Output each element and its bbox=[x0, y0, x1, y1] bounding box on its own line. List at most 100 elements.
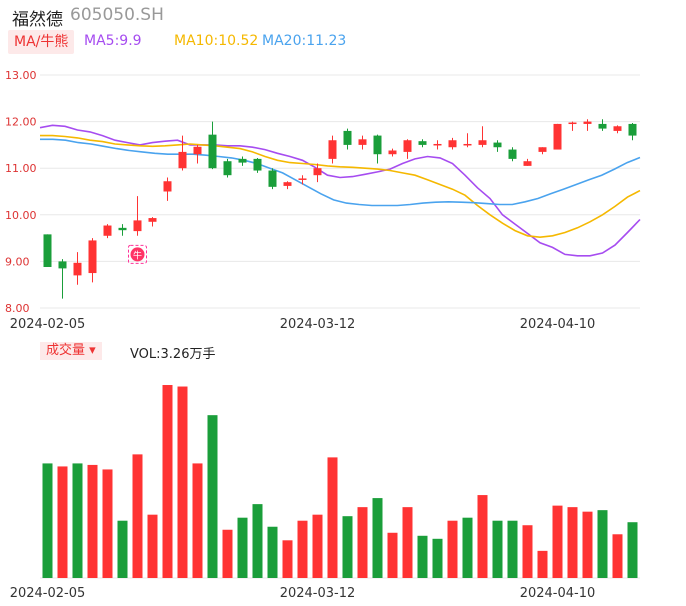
candle-body bbox=[133, 220, 142, 232]
candle-body bbox=[223, 161, 232, 176]
y-tick-label: 10.00 bbox=[5, 209, 37, 222]
volume-bar bbox=[612, 534, 623, 578]
volume-bar bbox=[57, 466, 68, 578]
candle-body bbox=[118, 227, 127, 231]
ma10-line bbox=[40, 134, 641, 239]
volume-bar bbox=[297, 520, 308, 578]
volume-bar bbox=[312, 514, 323, 578]
candle-body bbox=[283, 182, 292, 186]
volume-bar bbox=[267, 526, 278, 578]
volume-bar bbox=[582, 511, 593, 578]
volume-bar bbox=[222, 529, 233, 578]
candle-body bbox=[358, 139, 367, 145]
candle-body bbox=[448, 140, 457, 148]
volume-bar bbox=[162, 385, 173, 578]
volume-bar bbox=[432, 538, 443, 578]
candle-body bbox=[433, 143, 442, 146]
candle-body bbox=[583, 121, 592, 124]
stock-code: 605050.SH bbox=[70, 5, 164, 25]
candle-body bbox=[268, 170, 277, 187]
candle-body bbox=[418, 141, 427, 145]
y-tick-label: 11.00 bbox=[5, 162, 37, 175]
ma20-legend: MA20:11.23 bbox=[262, 33, 347, 49]
candle-body bbox=[253, 158, 262, 171]
volume-bar bbox=[537, 550, 548, 578]
volume-bar bbox=[372, 498, 383, 578]
candle-body bbox=[598, 123, 607, 129]
candle-body bbox=[58, 261, 67, 269]
candle-body bbox=[613, 126, 622, 131]
ma5-line bbox=[39, 124, 641, 257]
candle-body bbox=[208, 134, 217, 169]
candle-body bbox=[493, 142, 502, 148]
volume-bar bbox=[177, 386, 188, 578]
volume-bar bbox=[132, 454, 143, 578]
volume-bar bbox=[117, 520, 128, 578]
volume-x-label: 2024-04-10 bbox=[520, 586, 596, 601]
candle-body bbox=[148, 218, 157, 222]
volume-bar bbox=[462, 517, 473, 578]
candle-body bbox=[88, 240, 97, 274]
volume-bar bbox=[447, 520, 458, 578]
volume-bar bbox=[357, 507, 368, 578]
candle-body bbox=[103, 225, 112, 236]
volume-label: VOL:3.26万手 bbox=[130, 347, 216, 362]
candle-body bbox=[478, 140, 487, 145]
y-tick-label: 8.00 bbox=[5, 302, 30, 315]
candle-body bbox=[298, 178, 307, 180]
candle-body bbox=[388, 150, 397, 155]
volume-bar bbox=[552, 505, 563, 578]
candle-body bbox=[193, 146, 202, 155]
volume-bar bbox=[87, 464, 98, 578]
volume-bar bbox=[102, 469, 113, 578]
candle-body bbox=[373, 135, 382, 155]
volume-bar bbox=[192, 463, 203, 578]
bull-badge-icon bbox=[130, 247, 145, 262]
volume-bar bbox=[597, 510, 608, 578]
candle-body bbox=[73, 262, 82, 276]
volume-x-label: 2024-03-12 bbox=[280, 586, 356, 601]
candle-body bbox=[463, 143, 472, 146]
candle-body bbox=[343, 130, 352, 145]
candle-body bbox=[568, 122, 577, 125]
price-x-label: 2024-02-05 bbox=[10, 317, 86, 332]
candle-body bbox=[538, 147, 547, 152]
candle-body bbox=[328, 140, 337, 159]
stock-name: 福然德 bbox=[12, 10, 63, 30]
volume-bar bbox=[477, 495, 488, 578]
volume-bar bbox=[627, 522, 638, 578]
volume-bar bbox=[567, 507, 578, 578]
price-x-label: 2024-04-10 bbox=[520, 317, 596, 332]
candle-body bbox=[403, 140, 412, 152]
volume-bar bbox=[252, 504, 263, 578]
volume-bar bbox=[147, 514, 158, 578]
volume-bar bbox=[327, 457, 338, 578]
candle-body bbox=[508, 149, 517, 159]
candle-body bbox=[238, 158, 247, 163]
volume-x-label: 2024-02-05 bbox=[10, 586, 86, 601]
y-tick-label: 9.00 bbox=[5, 255, 30, 268]
ma5-legend: MA5:9.9 bbox=[84, 33, 142, 49]
y-tick-label: 13.00 bbox=[5, 69, 37, 82]
volume-bar bbox=[522, 525, 533, 578]
price-x-label: 2024-03-12 bbox=[280, 317, 356, 332]
volume-bar bbox=[387, 532, 398, 578]
ma-toggle-button[interactable]: MA/牛熊 bbox=[8, 30, 75, 54]
candle-body bbox=[628, 123, 637, 136]
volume-bar bbox=[417, 535, 428, 578]
volume-bar bbox=[402, 507, 413, 578]
volume-bar bbox=[237, 517, 248, 578]
volume-bar bbox=[72, 463, 83, 578]
volume-bar bbox=[342, 516, 353, 578]
candle-body bbox=[178, 151, 187, 169]
candle-body bbox=[313, 168, 322, 176]
ma20-line bbox=[40, 138, 641, 207]
volume-bar bbox=[507, 520, 518, 578]
volume-bar bbox=[207, 415, 218, 578]
volume-indicator-button[interactable]: 成交量 ▾ bbox=[40, 342, 102, 360]
y-tick-label: 12.00 bbox=[5, 116, 37, 129]
candle-body bbox=[163, 181, 172, 192]
candle-body bbox=[553, 123, 562, 150]
candle-body bbox=[523, 161, 532, 166]
